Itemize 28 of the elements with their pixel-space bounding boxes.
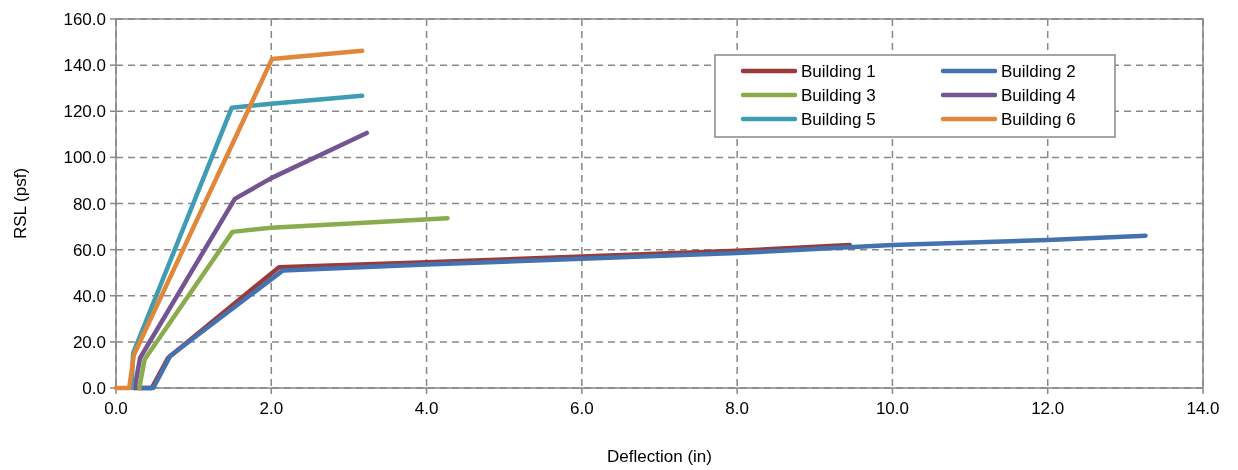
- legend-label: Building 3: [801, 86, 876, 105]
- line-series: [137, 216, 450, 391]
- y-tick-label: 80.0: [72, 194, 106, 214]
- legend-label: Building 4: [1001, 86, 1076, 105]
- x-tick-label: 10.0: [875, 399, 909, 418]
- y-tick-label: 40.0: [72, 286, 106, 306]
- legend-label: Building 6: [1001, 110, 1076, 129]
- y-tick-label: 0.0: [82, 379, 106, 398]
- legend-label: Building 5: [801, 110, 876, 129]
- legend-label: Building 2: [1001, 62, 1076, 81]
- x-axis-title: Deflection (in): [607, 447, 712, 466]
- y-axis-title: RSL (psf): [11, 167, 30, 240]
- x-tick-label: 4.0: [414, 399, 439, 418]
- x-tick-label: 14.0: [1186, 399, 1220, 418]
- y-tick-label: 140.0: [63, 56, 106, 76]
- y-tick-label: 100.0: [63, 148, 106, 168]
- line-series: [132, 130, 370, 391]
- y-tick-label: 60.0: [72, 240, 106, 260]
- y-tick-label: 20.0: [72, 332, 106, 352]
- x-tick-label: 12.0: [1031, 399, 1065, 418]
- y-tick-label: 120.0: [63, 102, 106, 122]
- line-series: [113, 48, 365, 391]
- x-tick-label: 6.0: [570, 399, 594, 418]
- x-tick-label: 2.0: [259, 399, 284, 418]
- x-tick-label: 0.0: [104, 399, 128, 418]
- y-tick-label: 160.0: [63, 10, 106, 29]
- legend-label: Building 1: [801, 62, 876, 81]
- x-tick-label: 8.0: [725, 399, 749, 418]
